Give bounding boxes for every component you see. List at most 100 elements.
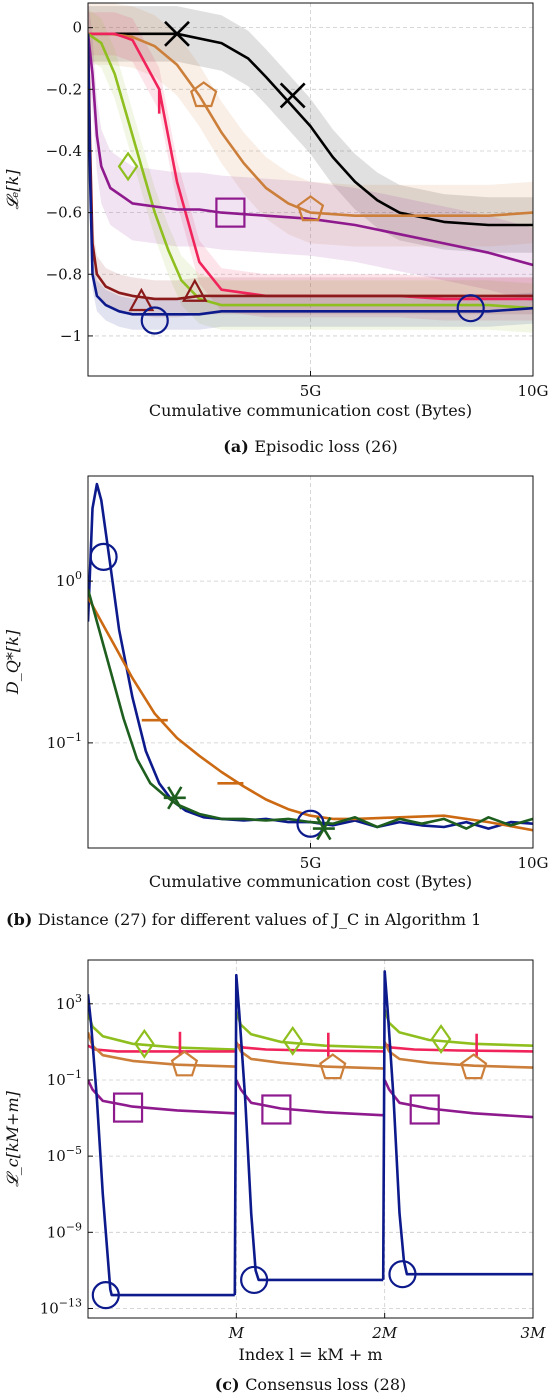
- series-line-0-seg-0: [88, 1012, 235, 1051]
- series-marker-4-2: [388, 1260, 417, 1289]
- series-line-6-seg-0: [88, 33, 533, 316]
- series-marker-4-0: [91, 1281, 120, 1310]
- series-band-0: [88, 6, 533, 253]
- series-line-1-seg-0: [88, 32, 533, 217]
- y-tick-label-2: 10−5: [47, 1144, 82, 1165]
- figure-caption: (a) Episodic loss (26): [223, 437, 397, 456]
- y-tick-label-4-base: 10: [40, 1299, 59, 1317]
- series-line-4-seg-0: [88, 994, 235, 1297]
- series-line-3-seg-2: [383, 1079, 533, 1119]
- series-line-2-seg-1: [235, 1041, 384, 1070]
- plot-area: [88, 3, 533, 335]
- y-tick-label-3: −0.6: [46, 204, 82, 222]
- series-line-0-seg-1: [235, 1010, 384, 1049]
- x-axis-label: Cumulative communication cost (Bytes): [149, 401, 472, 420]
- y-tick-label-3: 10−9: [47, 1220, 82, 1241]
- y-axis-label: D_Q*[k]: [3, 629, 22, 695]
- x-tick-label-1: 10G: [517, 854, 548, 872]
- chart-panel-a: 5G 10G 0 −0.2 −0.4 −0.6 −0.8 −1 Cumulative commu…: [3, 2, 549, 456]
- series-marker-0-0: [164, 20, 190, 47]
- series-marker-1-0: [190, 81, 218, 108]
- y-tick-label-4-exp: −13: [59, 1296, 82, 1309]
- caption-text: Episodic loss (26): [254, 437, 397, 456]
- x-tick-label-1: 10G: [517, 382, 548, 400]
- series-marker-2-0: [163, 786, 186, 810]
- x-tick-label-1: 2M: [371, 1324, 398, 1342]
- series-line-0-seg-0: [88, 482, 533, 830]
- y-tick-label-1: −0.2: [46, 80, 82, 98]
- axes-frame: [87, 959, 534, 1319]
- x-tick-label-2: 3M: [521, 1324, 547, 1342]
- series-band-3: [88, 9, 533, 333]
- y-tick-label-0-base: 10: [56, 572, 75, 590]
- y-axis-label: 𝓛_c[kM+m]: [3, 1090, 22, 1186]
- series-marker-5-1: [181, 278, 208, 302]
- series-band-5: [88, 15, 533, 318]
- x-tick-label-0: M: [228, 1324, 245, 1342]
- y-tick-label-3-exp: −9: [66, 1220, 82, 1233]
- series-line-3-seg-0: [88, 1079, 235, 1115]
- caption-text: Consensus loss (28): [245, 1375, 406, 1394]
- series-marker-0-1: [279, 82, 306, 109]
- series-line-0-seg-2: [383, 1009, 533, 1047]
- plot-area: [88, 970, 533, 1310]
- series-marker-2-2: [460, 1053, 488, 1080]
- x-axis-label: Index l = kM + m: [239, 1345, 383, 1364]
- y-tick-label-0-exp: 0: [75, 569, 82, 582]
- series-marker-0-1: [296, 809, 325, 838]
- y-tick-label-1-base: 10: [47, 1071, 66, 1089]
- y-tick-label-3-base: 10: [47, 1223, 66, 1241]
- y-tick-label-1: 10−1: [47, 731, 82, 752]
- caption-tag: (b): [6, 910, 38, 929]
- series-marker-4-1: [240, 1265, 269, 1295]
- y-tick-label-2-exp: −5: [66, 1144, 82, 1157]
- series-marker-5-0: [128, 287, 155, 312]
- caption-text: Distance (27) for different values of J_…: [38, 910, 481, 929]
- y-tick-label-2-base: 10: [47, 1147, 66, 1165]
- series-band-4: [88, 3, 533, 302]
- series-marker-0-0: [89, 542, 118, 571]
- series-marker-3-2: [409, 1094, 440, 1125]
- y-tick-label-2: −0.4: [46, 142, 82, 160]
- caption-tag: (a): [223, 437, 254, 456]
- x-tick-label-0: 5G: [300, 854, 322, 872]
- series-line-2-seg-0: [88, 588, 533, 830]
- series-marker-3-1: [261, 1094, 292, 1125]
- series-line-3-seg-1: [235, 1079, 384, 1117]
- plot-area: [88, 482, 533, 841]
- y-axis-label: 𝓛ₑ[k]: [3, 169, 22, 210]
- y-tick-label-1: 10−1: [47, 1068, 82, 1089]
- series-marker-2-1: [319, 1053, 347, 1080]
- y-tick-label-4: 10−13: [40, 1296, 82, 1317]
- y-tick-label-1-exp: −1: [66, 731, 82, 744]
- series-line-4-seg-0: [88, 33, 533, 267]
- series-marker-0-0: [134, 1028, 155, 1059]
- series-marker-6-1: [456, 294, 485, 323]
- series-marker-3-0: [112, 1092, 144, 1123]
- y-tick-label-0-base: 10: [56, 995, 75, 1013]
- series-marker-2-0: [170, 1050, 199, 1077]
- series-line-4-seg-1: [233, 973, 384, 1296]
- series-line-0-seg-0: [88, 32, 533, 227]
- series-line-2-seg-2: [383, 1041, 533, 1069]
- x-axis-label: Cumulative communication cost (Bytes): [149, 872, 472, 891]
- grid: [88, 476, 534, 848]
- series-line-5-seg-0: [88, 33, 533, 301]
- series-line-1-seg-0: [88, 596, 533, 832]
- x-tick-label-0: 5G: [300, 382, 322, 400]
- figure-caption: (c) Consensus loss (28): [215, 1375, 407, 1394]
- y-tick-label-5: −1: [60, 327, 82, 345]
- grid: [88, 960, 534, 1318]
- series-marker-2-1: [312, 816, 335, 841]
- series-marker-3-0: [117, 151, 139, 182]
- series-marker-4-0: [215, 197, 246, 228]
- series-line-3-seg-0: [88, 32, 533, 310]
- series-band-1: [88, 3, 533, 247]
- series-band-2: [88, 12, 533, 321]
- y-tick-label-0: 100: [56, 569, 82, 590]
- y-tick-label-1-exp: −1: [66, 1068, 82, 1081]
- y-tick-label-0: 103: [56, 992, 82, 1013]
